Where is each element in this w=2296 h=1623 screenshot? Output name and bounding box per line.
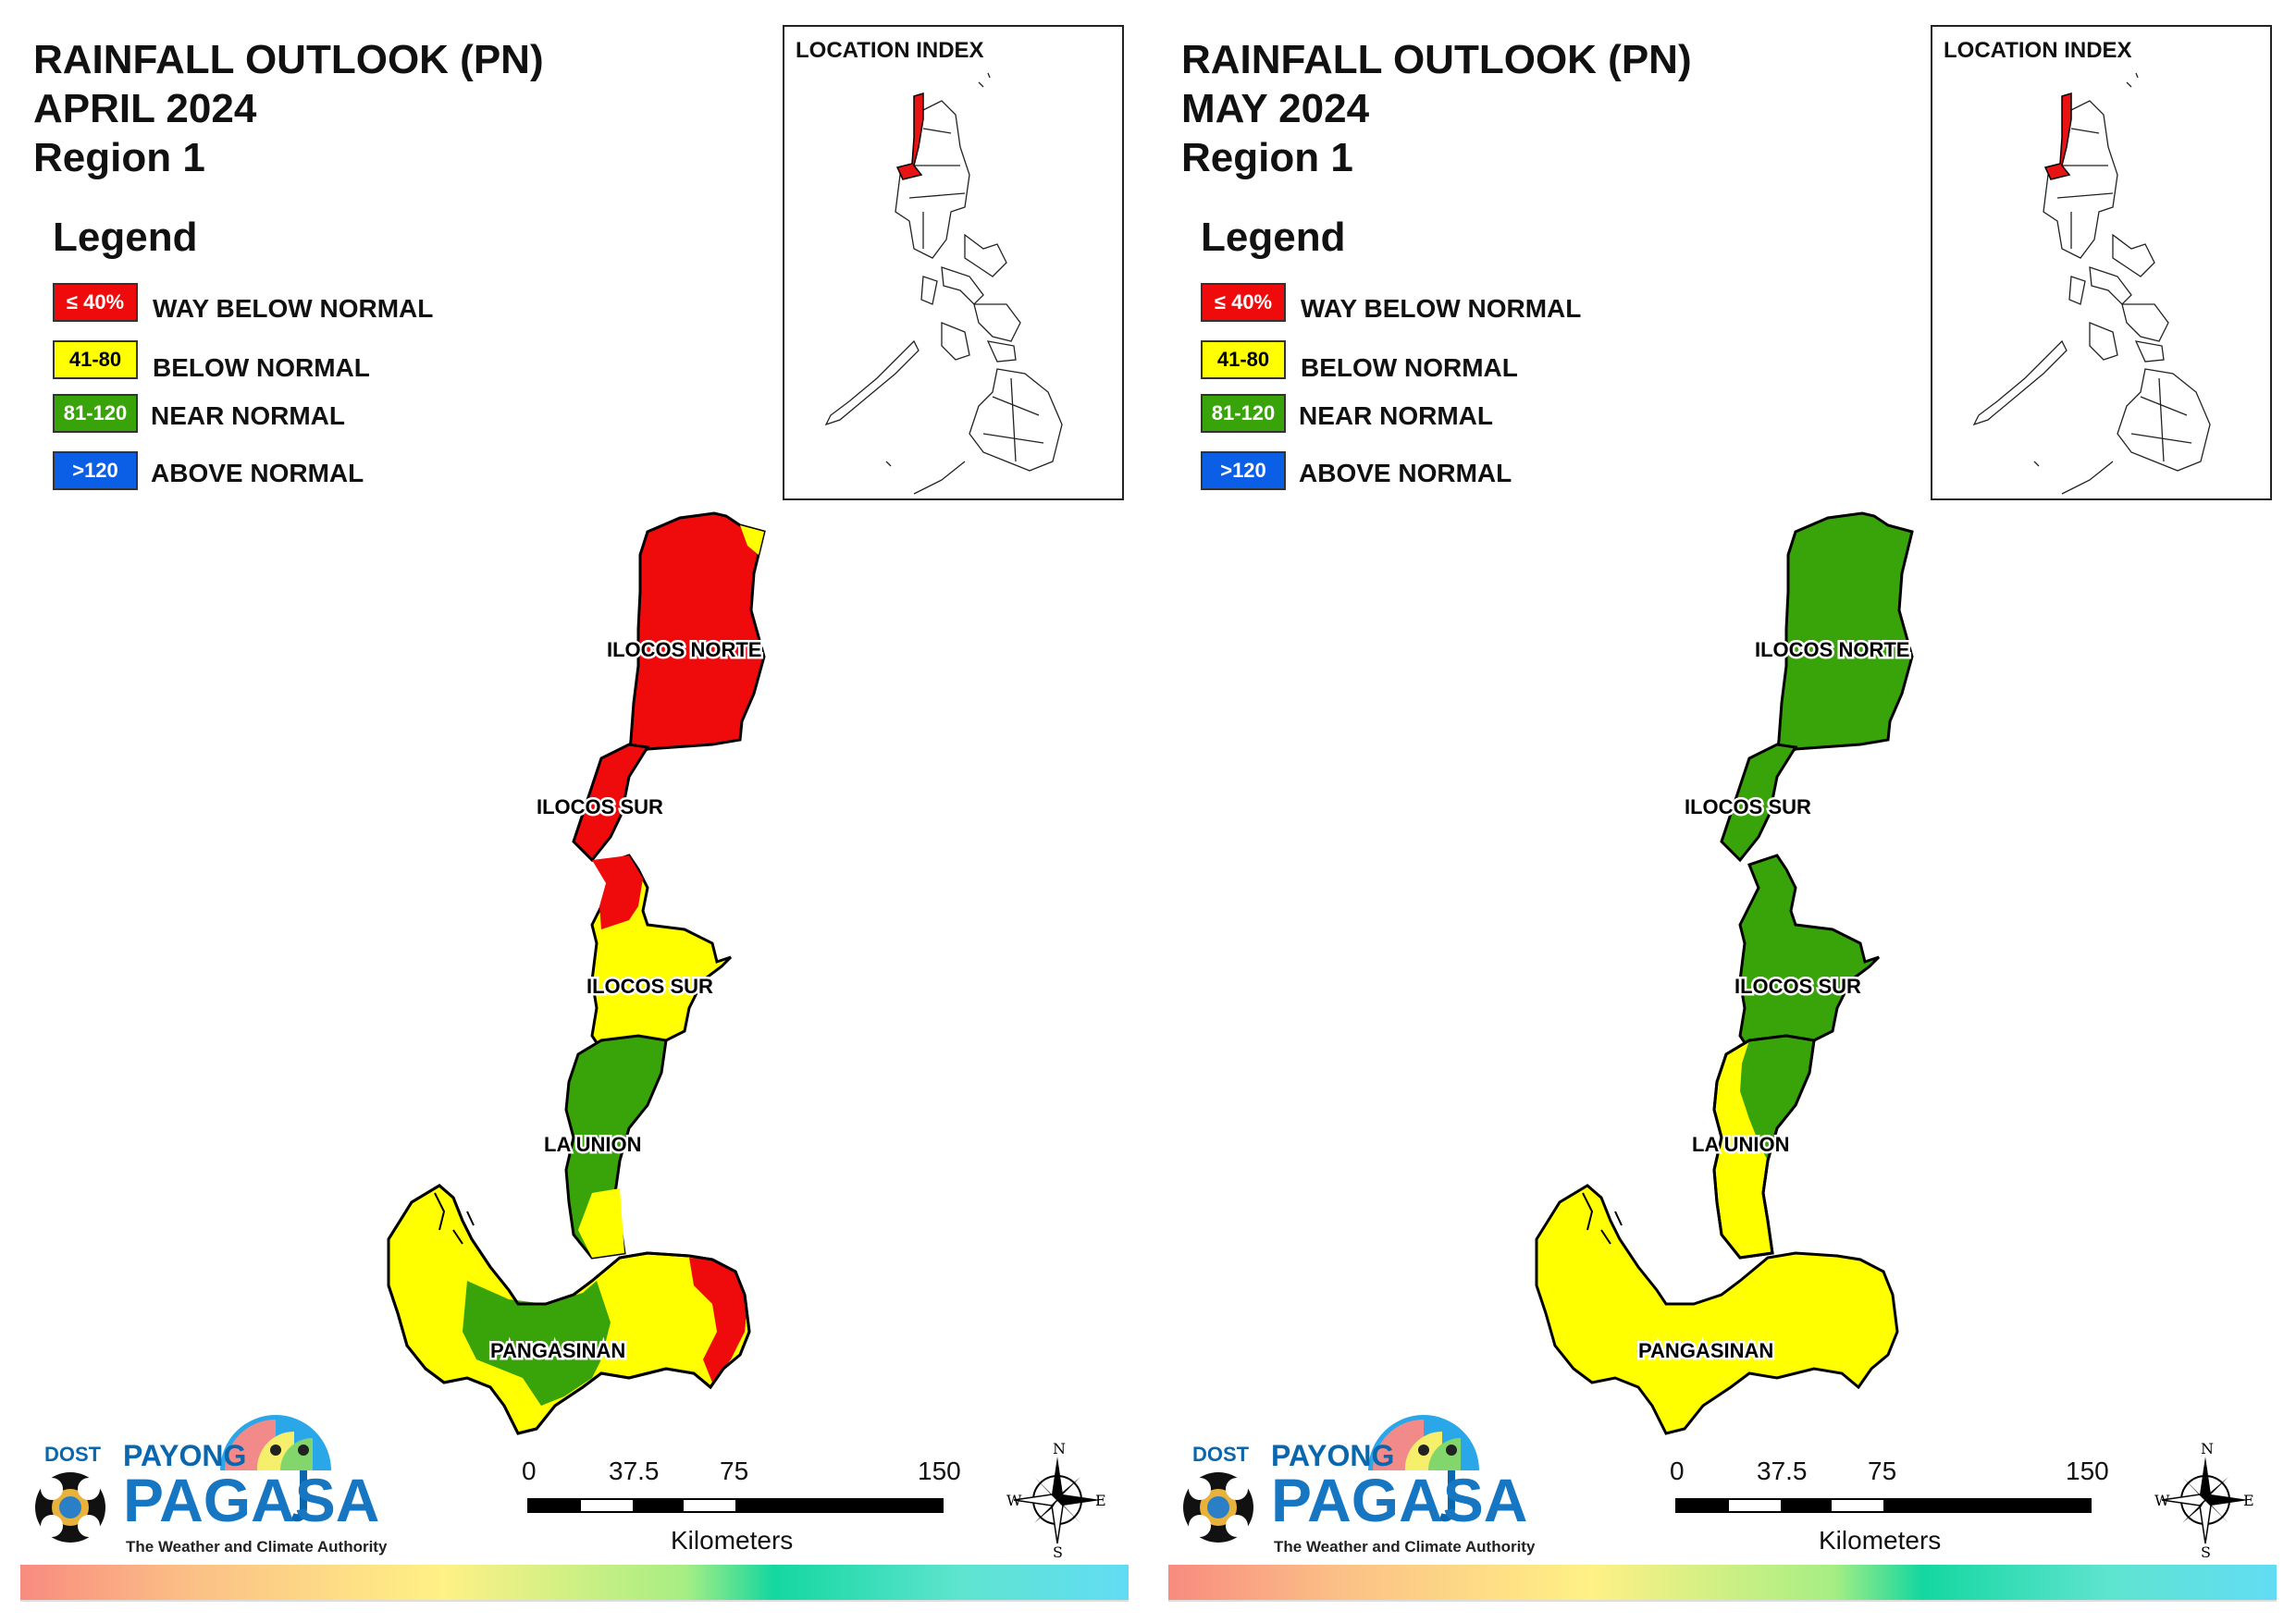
gradient-footer-strip	[20, 1565, 1129, 1600]
scale-unit: Kilometers	[671, 1526, 794, 1555]
province-label: PANGASINAN	[1638, 1339, 1773, 1362]
location-index-inset: LOCATION INDEX	[1931, 25, 2272, 500]
legend-label: ABOVE NORMAL	[1299, 459, 1512, 487]
region1-rainfall-map: ILOCOS NORTE ILOCOS SUR ILOCOS SUR LA UN…	[1535, 511, 1914, 1435]
province-label: PANGASINAN	[490, 1339, 625, 1362]
gradient-footer-strip	[1168, 1565, 2277, 1600]
legend-swatch: ≤ 40%	[1201, 283, 1286, 322]
philippines-outline	[1972, 72, 2211, 495]
region-pangasinan	[1535, 1184, 1899, 1435]
title-line-1: RAINFALL OUTLOOK (PN)	[33, 37, 544, 82]
legend-label: NEAR NORMAL	[151, 401, 345, 430]
location-index-inset: LOCATION INDEX	[783, 25, 1124, 500]
scale-bar: 0 37.5 75 150 Kilometers	[522, 1457, 961, 1555]
title-line-3: Region 1	[1181, 135, 1353, 180]
compass-w: W	[2154, 1492, 2170, 1509]
legend-swatch: ≤ 40%	[53, 283, 138, 322]
region-ilocos-sur-north	[1720, 743, 1798, 863]
province-label: ILOCOS SUR	[1685, 795, 1811, 818]
logo-tagline: The Weather and Climate Authority	[1274, 1538, 1535, 1555]
scale-tick: 37.5	[609, 1457, 660, 1485]
region1-rainfall-map: ILOCOS NORTE ILOCOS SUR ILOCOS SUR LA UN…	[387, 511, 766, 1435]
title-line-1: RAINFALL OUTLOOK (PN)	[1181, 37, 1692, 82]
province-label: ILOCOS SUR	[1734, 975, 1861, 998]
scale-tick: 150	[918, 1457, 961, 1485]
legend-title: Legend	[1201, 215, 1346, 260]
legend-swatch: 81-120	[1201, 394, 1286, 433]
scale-bar: 0 37.5 75 150 Kilometers	[1670, 1457, 2109, 1555]
province-label: ILOCOS NORTE	[1755, 638, 1909, 661]
legend-label: BELOW NORMAL	[153, 353, 370, 382]
compass-s: S	[2201, 1543, 2211, 1558]
logo-pagasa: PAGASA	[1271, 1466, 1527, 1534]
compass-n: N	[2201, 1443, 2214, 1457]
title-line-2: MAY 2024	[1181, 86, 1370, 131]
compass-e: E	[1095, 1492, 1106, 1509]
logo-dost: DOST	[44, 1443, 102, 1466]
dost-seal-icon	[1183, 1472, 1253, 1543]
scale-tick: 37.5	[1757, 1457, 1808, 1485]
region-ilocos-sur-north	[572, 743, 650, 863]
logo-dost: DOST	[1192, 1443, 1250, 1466]
region-ilocos-norte	[627, 511, 766, 761]
scale-tick: 0	[1670, 1457, 1685, 1485]
inset-label: LOCATION INDEX	[796, 38, 984, 63]
scale-unit: Kilometers	[1819, 1526, 1942, 1555]
legend-swatch: 41-80	[1201, 340, 1286, 379]
legend-swatch: >120	[53, 451, 138, 490]
compass-n: N	[1053, 1443, 1066, 1457]
compass-e: E	[2243, 1492, 2254, 1509]
compass-rose-icon: N S E W	[1006, 1443, 1106, 1558]
legend-label: WAY BELOW NORMAL	[153, 294, 434, 323]
compass-rose-icon: N S E W	[2154, 1443, 2254, 1558]
legend-label: NEAR NORMAL	[1299, 401, 1493, 430]
logo-pagasa: PAGASA	[123, 1466, 379, 1534]
legend-swatch: 81-120	[53, 394, 138, 433]
province-label: ILOCOS NORTE	[607, 638, 761, 661]
compass-w: W	[1006, 1492, 1022, 1509]
province-label: ILOCOS SUR	[586, 975, 713, 998]
legend-swatch: >120	[1201, 451, 1286, 490]
outlook-panel-april: RAINFALL OUTLOOK (PN) APRIL 2024 Region …	[20, 25, 1129, 1602]
footer-divider	[1168, 1600, 2277, 1602]
outlook-panel-may: RAINFALL OUTLOOK (PN) MAY 2024 Region 1 …	[1148, 0, 2296, 1623]
title-line-3: Region 1	[33, 135, 205, 180]
payong-pagasa-logo: DOST PAYONG PAGASA The Weather and Clima…	[35, 1415, 387, 1555]
scale-tick: 75	[720, 1457, 749, 1485]
province-label: LA UNION	[1692, 1133, 1790, 1156]
map-title: RAINFALL OUTLOOK (PN) MAY 2024 Region 1	[1181, 35, 1692, 182]
payong-pagasa-logo: DOST PAYONG PAGASA The Weather and Clima…	[1183, 1415, 1535, 1555]
dost-seal-icon	[35, 1472, 105, 1543]
logo-payong: PAYONG	[1271, 1439, 1394, 1472]
footer-divider	[20, 1600, 1129, 1602]
inset-label: LOCATION INDEX	[1944, 38, 2132, 63]
scale-tick: 75	[1868, 1457, 1897, 1485]
region-ilocos-norte	[1775, 511, 1914, 761]
legend-swatch: 41-80	[53, 340, 138, 379]
philippines-outline	[824, 72, 1063, 495]
logo-tagline: The Weather and Climate Authority	[126, 1538, 387, 1555]
legend-label: BELOW NORMAL	[1301, 353, 1518, 382]
legend-label: WAY BELOW NORMAL	[1301, 294, 1582, 323]
province-label: LA UNION	[544, 1133, 642, 1156]
region-ilocos-sur-south	[1738, 854, 1881, 1051]
logo-payong: PAYONG	[123, 1439, 246, 1472]
legend-label: ABOVE NORMAL	[151, 459, 364, 487]
title-line-2: APRIL 2024	[33, 86, 257, 131]
compass-s: S	[1053, 1543, 1063, 1558]
scale-tick: 0	[522, 1457, 537, 1485]
province-label: ILOCOS SUR	[537, 795, 663, 818]
legend-title: Legend	[53, 215, 198, 260]
map-title: RAINFALL OUTLOOK (PN) APRIL 2024 Region …	[33, 35, 544, 182]
scale-tick: 150	[2066, 1457, 2109, 1485]
